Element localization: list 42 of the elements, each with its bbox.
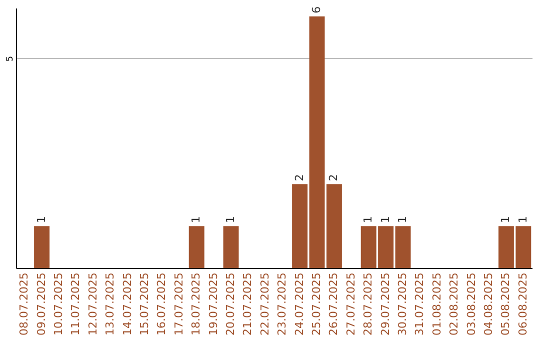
x-tick-label: 23.07.2025: [276, 272, 289, 336]
x-tick-label: 01.08.2025: [430, 272, 444, 336]
x-tick-label: 25.07.2025: [310, 272, 323, 336]
data-label: 6: [310, 6, 323, 14]
x-tick-label: 26.07.2025: [327, 272, 340, 336]
x-tick-label: 16.07.2025: [155, 272, 168, 336]
data-label: 1: [34, 216, 48, 224]
y-tick-label: 5: [6, 56, 16, 62]
data-label: 2: [327, 174, 340, 182]
x-tick-label: 15.07.2025: [138, 272, 151, 336]
x-tick-label: 04.08.2025: [482, 272, 495, 336]
x-tick-label: 28.07.2025: [362, 272, 375, 336]
x-tick-label: 13.07.2025: [104, 272, 117, 336]
data-label: 1: [362, 216, 375, 224]
x-tick-label: 11.07.2025: [69, 272, 82, 336]
x-tick-label: 24.07.2025: [292, 272, 306, 336]
data-label: 1: [224, 216, 237, 224]
x-tick-label: 27.07.2025: [344, 272, 358, 336]
x-tick-label: 29.07.2025: [378, 272, 392, 336]
x-tick-label: 09.07.2025: [34, 272, 48, 336]
x-tick-label: 30.07.2025: [396, 272, 409, 336]
x-tick-label: 05.08.2025: [499, 272, 512, 336]
x-tick-label: 17.07.2025: [172, 272, 186, 336]
x-tick-label: 22.07.2025: [258, 272, 272, 336]
data-label: 1: [378, 216, 392, 224]
x-tick-label: 03.08.2025: [464, 272, 478, 336]
x-tick-label: 31.07.2025: [413, 272, 426, 336]
x-tick-label: 18.07.2025: [190, 272, 203, 336]
x-tick-label: 21.07.2025: [241, 272, 254, 336]
x-tick-label: 02.08.2025: [448, 272, 461, 336]
x-tick-label: 08.07.2025: [18, 272, 31, 336]
data-label: 1: [499, 216, 512, 224]
data-label: 1: [190, 216, 203, 224]
data-label: 1: [396, 216, 409, 224]
x-tick-label: 10.07.2025: [52, 272, 65, 336]
x-tick-label: 06.08.2025: [516, 272, 530, 336]
x-tick-label: 14.07.2025: [120, 272, 134, 336]
x-tick-label: 20.07.2025: [224, 272, 237, 336]
x-tick-label: 12.07.2025: [86, 272, 100, 336]
data-label: 1: [516, 216, 530, 224]
x-tick-label: 19.07.2025: [206, 272, 220, 336]
data-label: 2: [292, 174, 306, 182]
